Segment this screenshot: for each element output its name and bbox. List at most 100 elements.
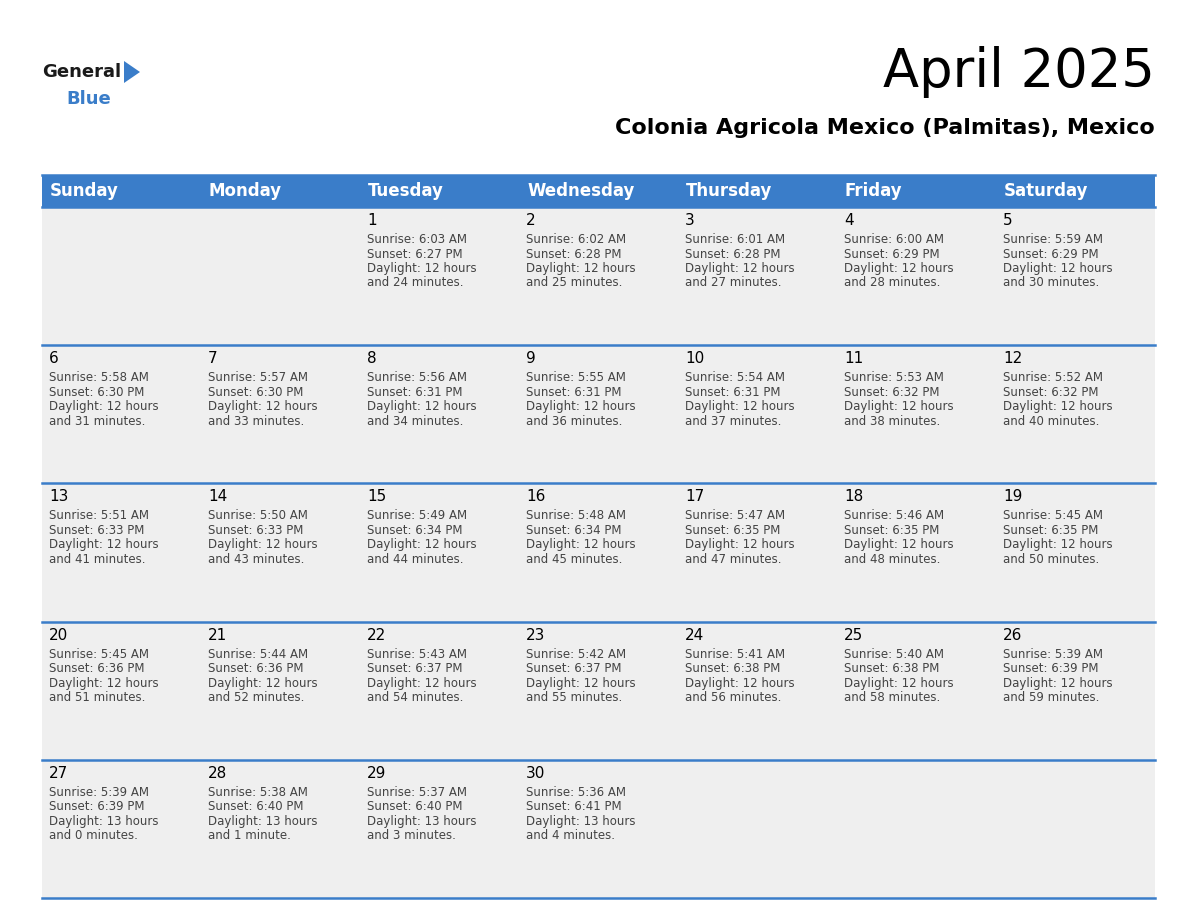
Text: Daylight: 12 hours: Daylight: 12 hours <box>367 400 476 413</box>
Text: and 33 minutes.: and 33 minutes. <box>208 415 304 428</box>
Text: and 59 minutes.: and 59 minutes. <box>1003 691 1099 704</box>
Text: Sunset: 6:38 PM: Sunset: 6:38 PM <box>843 662 940 675</box>
Text: Daylight: 12 hours: Daylight: 12 hours <box>1003 400 1113 413</box>
Text: Wednesday: Wednesday <box>527 182 634 200</box>
Text: and 24 minutes.: and 24 minutes. <box>367 276 463 289</box>
Text: Sunset: 6:34 PM: Sunset: 6:34 PM <box>526 524 621 537</box>
Text: Daylight: 13 hours: Daylight: 13 hours <box>208 815 317 828</box>
Text: Sunset: 6:36 PM: Sunset: 6:36 PM <box>49 662 145 675</box>
Text: Sunday: Sunday <box>50 182 119 200</box>
Text: Daylight: 12 hours: Daylight: 12 hours <box>843 400 954 413</box>
Text: Sunset: 6:35 PM: Sunset: 6:35 PM <box>843 524 940 537</box>
Polygon shape <box>124 61 140 83</box>
Text: Daylight: 13 hours: Daylight: 13 hours <box>526 815 636 828</box>
Text: Daylight: 12 hours: Daylight: 12 hours <box>49 538 159 552</box>
Bar <box>519 484 678 621</box>
Text: Sunset: 6:32 PM: Sunset: 6:32 PM <box>843 386 940 398</box>
Text: 19: 19 <box>1003 489 1023 504</box>
Text: Daylight: 12 hours: Daylight: 12 hours <box>685 400 795 413</box>
Text: and 43 minutes.: and 43 minutes. <box>208 553 304 565</box>
Text: Sunset: 6:34 PM: Sunset: 6:34 PM <box>367 524 462 537</box>
Text: 10: 10 <box>685 352 704 366</box>
Text: Sunrise: 5:45 AM: Sunrise: 5:45 AM <box>1003 509 1102 522</box>
Bar <box>360 175 519 207</box>
Text: 13: 13 <box>49 489 69 504</box>
Text: Monday: Monday <box>209 182 282 200</box>
Text: Daylight: 12 hours: Daylight: 12 hours <box>843 538 954 552</box>
Text: Sunset: 6:33 PM: Sunset: 6:33 PM <box>49 524 145 537</box>
Text: and 37 minutes.: and 37 minutes. <box>685 415 782 428</box>
Text: and 27 minutes.: and 27 minutes. <box>685 276 782 289</box>
Bar <box>996 621 1155 760</box>
Text: Sunrise: 5:58 AM: Sunrise: 5:58 AM <box>49 371 148 385</box>
Text: Sunset: 6:31 PM: Sunset: 6:31 PM <box>526 386 621 398</box>
Bar <box>678 207 838 345</box>
Bar <box>996 207 1155 345</box>
Text: Sunset: 6:27 PM: Sunset: 6:27 PM <box>367 248 462 261</box>
Text: 6: 6 <box>49 352 58 366</box>
Text: Saturday: Saturday <box>1004 182 1088 200</box>
Text: 18: 18 <box>843 489 864 504</box>
Text: Sunrise: 5:41 AM: Sunrise: 5:41 AM <box>685 647 785 661</box>
Text: Daylight: 12 hours: Daylight: 12 hours <box>526 262 636 275</box>
Text: and 0 minutes.: and 0 minutes. <box>49 829 138 843</box>
Text: and 41 minutes.: and 41 minutes. <box>49 553 145 565</box>
Bar <box>42 175 201 207</box>
Text: and 47 minutes.: and 47 minutes. <box>685 553 782 565</box>
Text: 23: 23 <box>526 628 545 643</box>
Text: Daylight: 13 hours: Daylight: 13 hours <box>49 815 158 828</box>
Text: Sunrise: 5:46 AM: Sunrise: 5:46 AM <box>843 509 944 522</box>
Bar <box>678 345 838 484</box>
Text: 14: 14 <box>208 489 227 504</box>
Text: Daylight: 12 hours: Daylight: 12 hours <box>208 677 317 689</box>
Bar <box>42 621 201 760</box>
Text: Sunset: 6:30 PM: Sunset: 6:30 PM <box>49 386 145 398</box>
Text: Daylight: 12 hours: Daylight: 12 hours <box>526 677 636 689</box>
Text: 26: 26 <box>1003 628 1023 643</box>
Text: Sunrise: 5:45 AM: Sunrise: 5:45 AM <box>49 647 148 661</box>
Text: Daylight: 12 hours: Daylight: 12 hours <box>685 262 795 275</box>
Text: 1: 1 <box>367 213 377 228</box>
Text: Blue: Blue <box>67 90 110 108</box>
Text: 20: 20 <box>49 628 68 643</box>
Text: Sunset: 6:39 PM: Sunset: 6:39 PM <box>1003 662 1099 675</box>
Text: 4: 4 <box>843 213 854 228</box>
Text: Sunset: 6:28 PM: Sunset: 6:28 PM <box>685 248 781 261</box>
Text: Sunrise: 5:42 AM: Sunrise: 5:42 AM <box>526 647 626 661</box>
Text: Sunrise: 5:59 AM: Sunrise: 5:59 AM <box>1003 233 1102 246</box>
Bar <box>838 175 996 207</box>
Text: 15: 15 <box>367 489 386 504</box>
Text: and 50 minutes.: and 50 minutes. <box>1003 553 1099 565</box>
Text: Sunrise: 5:37 AM: Sunrise: 5:37 AM <box>367 786 467 799</box>
Text: Sunrise: 5:36 AM: Sunrise: 5:36 AM <box>526 786 626 799</box>
Text: Sunrise: 5:53 AM: Sunrise: 5:53 AM <box>843 371 944 385</box>
Bar <box>519 760 678 898</box>
Bar <box>519 621 678 760</box>
Bar <box>201 207 360 345</box>
Bar <box>360 207 519 345</box>
Bar <box>360 760 519 898</box>
Text: Sunrise: 5:57 AM: Sunrise: 5:57 AM <box>208 371 308 385</box>
Text: Daylight: 12 hours: Daylight: 12 hours <box>367 677 476 689</box>
Bar <box>996 760 1155 898</box>
Text: 16: 16 <box>526 489 545 504</box>
Text: and 25 minutes.: and 25 minutes. <box>526 276 623 289</box>
Text: Daylight: 12 hours: Daylight: 12 hours <box>526 400 636 413</box>
Text: Sunset: 6:37 PM: Sunset: 6:37 PM <box>367 662 462 675</box>
Text: Colonia Agricola Mexico (Palmitas), Mexico: Colonia Agricola Mexico (Palmitas), Mexi… <box>615 118 1155 138</box>
Text: and 56 minutes.: and 56 minutes. <box>685 691 782 704</box>
Text: 9: 9 <box>526 352 536 366</box>
Text: Sunrise: 5:55 AM: Sunrise: 5:55 AM <box>526 371 626 385</box>
Bar <box>996 345 1155 484</box>
Text: Sunrise: 5:52 AM: Sunrise: 5:52 AM <box>1003 371 1102 385</box>
Text: 3: 3 <box>685 213 695 228</box>
Text: Sunset: 6:37 PM: Sunset: 6:37 PM <box>526 662 621 675</box>
Text: 25: 25 <box>843 628 864 643</box>
Text: 22: 22 <box>367 628 386 643</box>
Text: Sunrise: 6:02 AM: Sunrise: 6:02 AM <box>526 233 626 246</box>
Text: Sunrise: 5:56 AM: Sunrise: 5:56 AM <box>367 371 467 385</box>
Bar <box>678 484 838 621</box>
Text: Sunrise: 5:40 AM: Sunrise: 5:40 AM <box>843 647 944 661</box>
Text: Sunset: 6:29 PM: Sunset: 6:29 PM <box>843 248 940 261</box>
Text: 8: 8 <box>367 352 377 366</box>
